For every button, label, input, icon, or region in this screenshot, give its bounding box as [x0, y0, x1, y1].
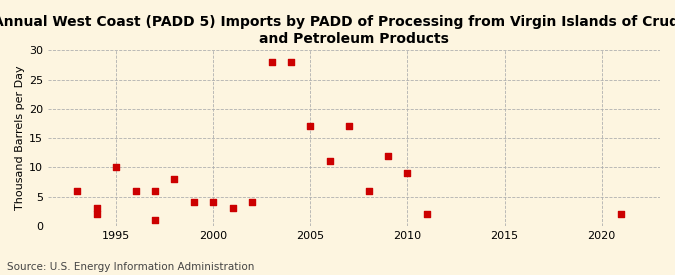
Point [227, 206, 238, 211]
Point [150, 189, 161, 193]
Point [325, 159, 335, 164]
Point [169, 177, 180, 181]
Point [266, 60, 277, 64]
Point [383, 153, 394, 158]
Point [91, 206, 102, 211]
Point [111, 165, 122, 170]
Point [616, 212, 626, 216]
Point [72, 189, 83, 193]
Point [208, 200, 219, 205]
Point [305, 124, 316, 128]
Point [402, 171, 413, 175]
Point [421, 212, 432, 216]
Y-axis label: Thousand Barrels per Day: Thousand Barrels per Day [15, 66, 25, 210]
Point [246, 200, 257, 205]
Point [130, 189, 141, 193]
Point [286, 60, 296, 64]
Point [344, 124, 354, 128]
Point [188, 200, 199, 205]
Point [150, 218, 161, 222]
Point [91, 212, 102, 216]
Point [363, 189, 374, 193]
Text: Source: U.S. Energy Information Administration: Source: U.S. Energy Information Administ… [7, 262, 254, 272]
Title: Annual West Coast (PADD 5) Imports by PADD of Processing from Virgin Islands of : Annual West Coast (PADD 5) Imports by PA… [0, 15, 675, 46]
